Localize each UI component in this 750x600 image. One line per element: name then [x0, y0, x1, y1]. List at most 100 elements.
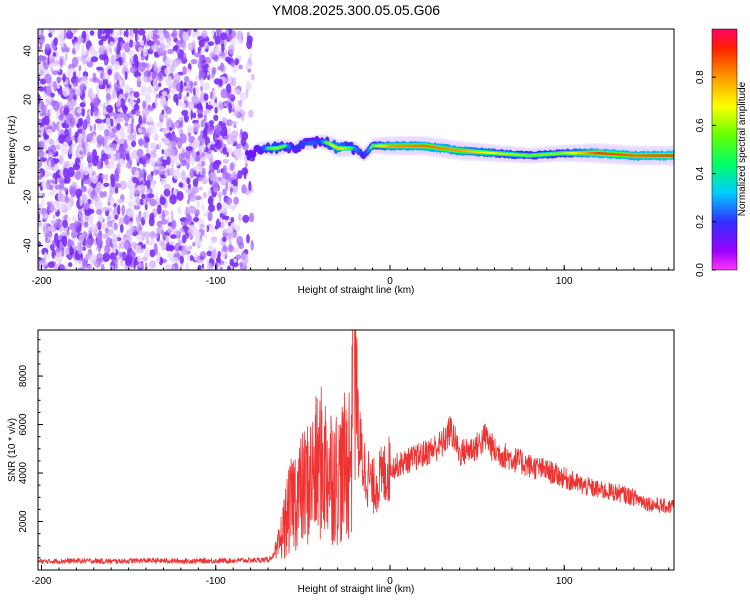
noise-speck	[140, 123, 147, 129]
noise-speck	[136, 223, 143, 232]
x-tick-label: -200	[31, 576, 51, 587]
noise-speck	[161, 149, 165, 155]
noise-speck	[141, 256, 148, 262]
noise-speck	[245, 81, 252, 91]
noise-speck	[173, 93, 179, 103]
noise-speck	[154, 29, 159, 34]
noise-speck	[203, 191, 207, 199]
noise-speck	[176, 191, 184, 201]
noise-speck	[144, 136, 150, 143]
noise-speck	[138, 114, 143, 126]
noise-speck	[213, 183, 218, 189]
noise-speck	[66, 29, 72, 34]
noise-speck	[98, 213, 104, 223]
noise-speck	[59, 240, 63, 249]
noise-speck	[99, 191, 105, 199]
noise-speck	[104, 59, 108, 66]
noise-speck	[229, 186, 233, 196]
noise-speck	[96, 66, 103, 71]
noise-speck	[85, 114, 91, 125]
noise-speck	[52, 214, 56, 220]
noise-speck	[179, 32, 183, 39]
noise-speck	[44, 43, 51, 51]
noise-speck	[127, 178, 134, 190]
noise-speck	[246, 35, 253, 44]
noise-speck	[45, 232, 48, 242]
noise-speck	[58, 177, 65, 184]
noise-speck	[130, 30, 134, 41]
noise-speck	[135, 214, 141, 225]
noise-speck	[137, 262, 145, 269]
noise-speck	[110, 177, 116, 188]
noise-speck	[38, 158, 43, 168]
noise-speck	[179, 255, 184, 264]
noise-speck	[62, 86, 70, 97]
noise-speck	[69, 67, 76, 73]
noise-speck	[86, 151, 93, 162]
noise-speck	[61, 235, 67, 242]
noise-speck	[146, 239, 149, 245]
noise-speck	[34, 224, 37, 231]
noise-speck	[221, 251, 227, 259]
noise-speck	[216, 168, 221, 174]
noise-speck	[58, 188, 63, 200]
noise-speck	[173, 121, 179, 128]
noise-speck	[233, 110, 240, 117]
noise-speck	[93, 195, 100, 202]
noise-speck	[88, 166, 94, 176]
noise-speck	[228, 44, 235, 55]
noise-speck	[105, 117, 111, 128]
noise-speck	[114, 186, 119, 194]
noise-speck	[142, 47, 148, 57]
noise-speck	[81, 128, 85, 133]
noise-speck	[149, 156, 156, 167]
noise-speck	[124, 71, 128, 80]
noise-speck	[34, 130, 37, 139]
noise-speck	[64, 175, 71, 184]
noise-speck	[237, 100, 243, 105]
noise-speck	[236, 235, 244, 246]
noise-speck	[44, 73, 52, 84]
noise-speck	[132, 29, 139, 34]
noise-speck	[208, 204, 216, 213]
noise-speck	[217, 191, 224, 197]
noise-speck	[152, 90, 156, 95]
noise-speck	[50, 179, 56, 184]
noise-speck	[183, 102, 187, 110]
noise-speck	[55, 150, 59, 157]
snr-frame	[37, 329, 675, 571]
noise-speck	[66, 216, 72, 222]
noise-speck	[101, 174, 105, 180]
noise-speck	[91, 93, 96, 99]
noise-speck	[119, 240, 126, 250]
noise-speck	[167, 41, 173, 47]
noise-speck	[158, 165, 166, 175]
noise-speck	[116, 99, 122, 107]
noise-speck	[38, 71, 45, 76]
noise-speck	[70, 186, 77, 198]
noise-speck	[230, 216, 235, 224]
noise-speck	[189, 168, 195, 179]
noise-speck	[57, 63, 61, 73]
colorbar-tick-label: 0.0	[695, 263, 706, 277]
noise-speck	[193, 81, 197, 87]
noise-speck	[55, 184, 62, 190]
noise-speck	[230, 135, 237, 143]
y-tick-label: 4000	[18, 461, 29, 484]
noise-speck	[77, 244, 84, 255]
noise-speck	[95, 118, 103, 124]
x-tick-label: -100	[206, 276, 226, 287]
noise-speck	[141, 155, 149, 160]
noise-speck	[106, 104, 113, 113]
noise-speck	[43, 134, 48, 140]
noise-speck	[84, 209, 92, 216]
noise-speck	[191, 186, 198, 195]
noise-speck	[48, 55, 56, 64]
x-tick-label: 0	[387, 276, 393, 287]
noise-speck	[96, 84, 100, 96]
noise-speck	[110, 54, 116, 65]
noise-speck	[93, 105, 99, 117]
noise-speck	[164, 171, 168, 178]
noise-speck	[194, 236, 202, 246]
noise-speck	[123, 104, 127, 115]
